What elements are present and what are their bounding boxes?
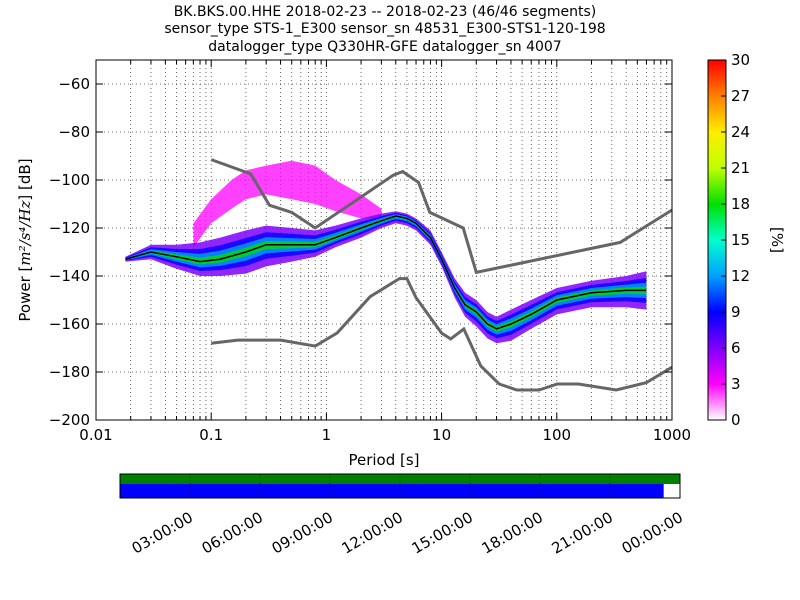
colorbar-ticks: 0 3 6 9 12 15 18 21 24 27 30	[721, 51, 750, 429]
plot-background	[96, 60, 672, 420]
colorbar-tick-label: 0	[731, 411, 741, 429]
time-tick-label: 09:00:00	[269, 508, 336, 557]
time-tick-label: 12:00:00	[339, 508, 406, 557]
nhnm-curve	[210, 158, 673, 275]
colorbar-tick-label: 27	[731, 87, 750, 105]
y-tick-label: −100	[49, 171, 90, 189]
colorbar-tick-label: 9	[731, 303, 741, 321]
colorbar-tick-label: 24	[731, 123, 750, 141]
y-tick-label: −180	[49, 363, 90, 381]
y-tick-label: −120	[49, 219, 90, 237]
noise-model-curves	[125, 158, 673, 392]
y-axis-label-suffix: ] [dB]	[16, 158, 34, 200]
density-bands	[125, 160, 647, 344]
time-tick-label: 03:00:00	[129, 508, 196, 557]
x-axis-ticks: 0.01 0.1 1 10 100 1000	[79, 60, 691, 444]
colorbar-tick-label: 3	[731, 375, 741, 393]
time-tick-label: 21:00:00	[549, 508, 616, 557]
segments-used-bar	[120, 484, 664, 498]
colorbar-tick-label: 30	[731, 51, 750, 69]
y-tick-label: −160	[49, 315, 90, 333]
y-axis-label-units: m²/s⁴/Hz	[16, 200, 34, 265]
x-tick-label: 100	[542, 426, 571, 444]
y-axis-ticks: −200 −180 −160 −140 −120 −100 −80 −60	[49, 75, 672, 429]
x-tick-label: 0.1	[199, 426, 223, 444]
chart-subtitle-datalogger: datalogger_type Q330HR-GFE datalogger_sn…	[208, 39, 561, 55]
nlnm-curve	[211, 277, 673, 392]
colorbar-label: [%]	[768, 227, 786, 253]
time-tick-label: 00:00:00	[619, 508, 686, 557]
mean-curve	[125, 215, 647, 330]
chart-subtitle-sensor: sensor_type STS-1_E300 sensor_sn 48531_E…	[164, 21, 605, 37]
x-tick-label: 10	[432, 426, 451, 444]
colorbar-tick-label: 15	[731, 231, 750, 249]
y-axis-label: Power [m²/s⁴/Hz] [dB]	[16, 158, 34, 321]
x-axis-label: Period [s]	[348, 451, 419, 469]
inner-density-band-cyan	[125, 214, 647, 335]
plot-frame	[95, 59, 673, 421]
x-tick-label: 1	[322, 426, 332, 444]
time-tick-label: 06:00:00	[199, 508, 266, 557]
colorbar-tick-label: 12	[731, 267, 750, 285]
y-tick-label: −200	[49, 411, 90, 429]
y-axis-label-prefix: Power [	[16, 266, 34, 322]
colorbar-tick-label: 6	[731, 339, 741, 357]
outlier-density-band	[193, 160, 382, 248]
time-tick-label: 15:00:00	[409, 508, 476, 557]
colorbar-tick-label: 18	[731, 195, 750, 213]
y-tick-label: −80	[58, 123, 90, 141]
time-tick-label: 18:00:00	[479, 508, 546, 557]
data-available-bar	[120, 474, 680, 484]
x-tick-label: 0.01	[79, 426, 112, 444]
chart-title: BK.BKS.00.HHE 2018-02-23 -- 2018-02-23 (…	[174, 4, 597, 20]
colorbar-tick-label: 21	[731, 159, 750, 177]
y-tick-label: −60	[58, 75, 90, 93]
y-tick-label: −140	[49, 267, 90, 285]
x-tick-label: 1000	[653, 426, 691, 444]
